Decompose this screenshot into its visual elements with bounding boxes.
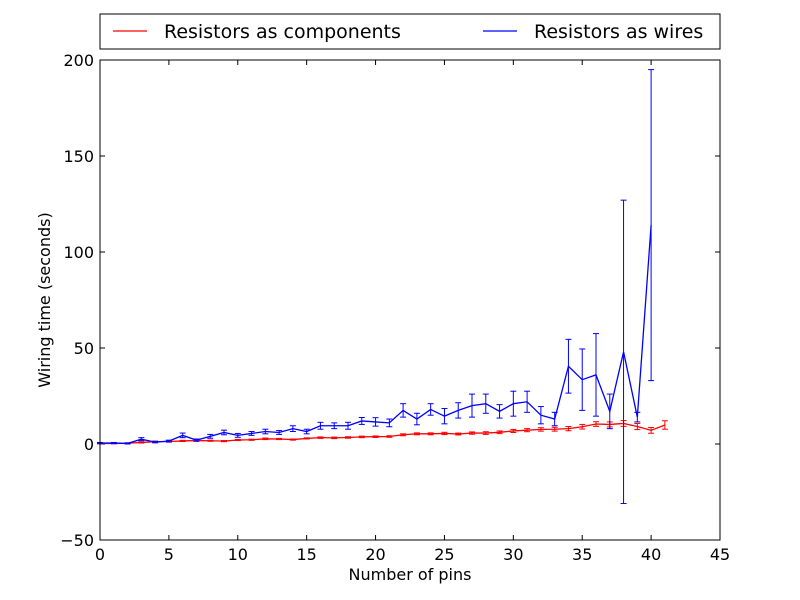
- y-tick-label: 50: [74, 339, 94, 358]
- x-tick-label: 15: [296, 545, 316, 564]
- series-components: [97, 420, 668, 445]
- plot-frame: [99, 59, 721, 541]
- y-tick-label: 200: [63, 51, 94, 70]
- legend-label-wires: Resistors as wires: [534, 21, 703, 43]
- legend-frame: [99, 13, 721, 50]
- y-tick-label: 0: [84, 435, 94, 454]
- series-wires: [97, 69, 655, 505]
- x-tick-label: 35: [572, 545, 592, 564]
- plot-series: [97, 69, 668, 505]
- x-tick-label: 20: [365, 545, 385, 564]
- series-line: [100, 422, 666, 445]
- x-tick-label: 10: [228, 545, 248, 564]
- x-tick-label: 40: [641, 545, 661, 564]
- x-tick-label: 45: [710, 545, 730, 564]
- x-tick-label: 25: [434, 545, 454, 564]
- legend: Resistors as components Resistors as wir…: [99, 13, 721, 50]
- x-tick-label: 30: [503, 545, 523, 564]
- legend-label-components: Resistors as components: [164, 21, 401, 43]
- x-axis-label: Number of pins: [349, 565, 472, 584]
- y-axis-label: Wiring time (seconds): [35, 212, 54, 387]
- y-tick-label: 150: [63, 147, 94, 166]
- y-tick-label: −50: [60, 531, 94, 550]
- y-tick-label: 100: [63, 243, 94, 262]
- series-line: [100, 225, 652, 445]
- x-tick-label: 0: [95, 545, 105, 564]
- x-tick-label: 5: [164, 545, 174, 564]
